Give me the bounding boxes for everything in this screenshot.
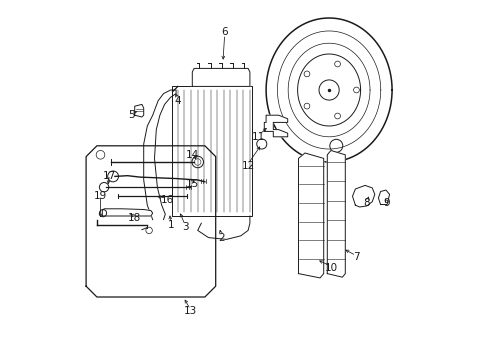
Text: 1: 1 (167, 220, 174, 230)
Polygon shape (298, 153, 323, 278)
Text: 5: 5 (127, 110, 134, 120)
Text: 2: 2 (217, 233, 224, 243)
Text: 6: 6 (221, 27, 227, 37)
Text: 11: 11 (252, 132, 265, 142)
Polygon shape (197, 216, 249, 239)
Text: 15: 15 (185, 179, 199, 189)
Text: 13: 13 (183, 306, 197, 316)
Text: 12: 12 (241, 161, 254, 171)
Text: 9: 9 (383, 198, 389, 208)
Text: 19: 19 (94, 191, 107, 201)
Polygon shape (264, 115, 287, 137)
Polygon shape (326, 150, 345, 277)
Polygon shape (352, 185, 374, 207)
Text: 4: 4 (174, 96, 181, 106)
Text: 3: 3 (182, 222, 188, 232)
Text: 16: 16 (160, 195, 173, 205)
Text: 7: 7 (352, 252, 359, 262)
Polygon shape (134, 104, 143, 117)
Text: 14: 14 (185, 150, 199, 160)
Text: 8: 8 (363, 198, 369, 208)
Text: 17: 17 (102, 171, 116, 181)
Text: 18: 18 (128, 213, 141, 223)
Polygon shape (192, 68, 249, 86)
Polygon shape (102, 209, 152, 216)
Polygon shape (86, 146, 215, 297)
Polygon shape (378, 190, 389, 204)
Text: 10: 10 (324, 263, 337, 273)
Polygon shape (143, 90, 176, 220)
Polygon shape (172, 86, 251, 216)
